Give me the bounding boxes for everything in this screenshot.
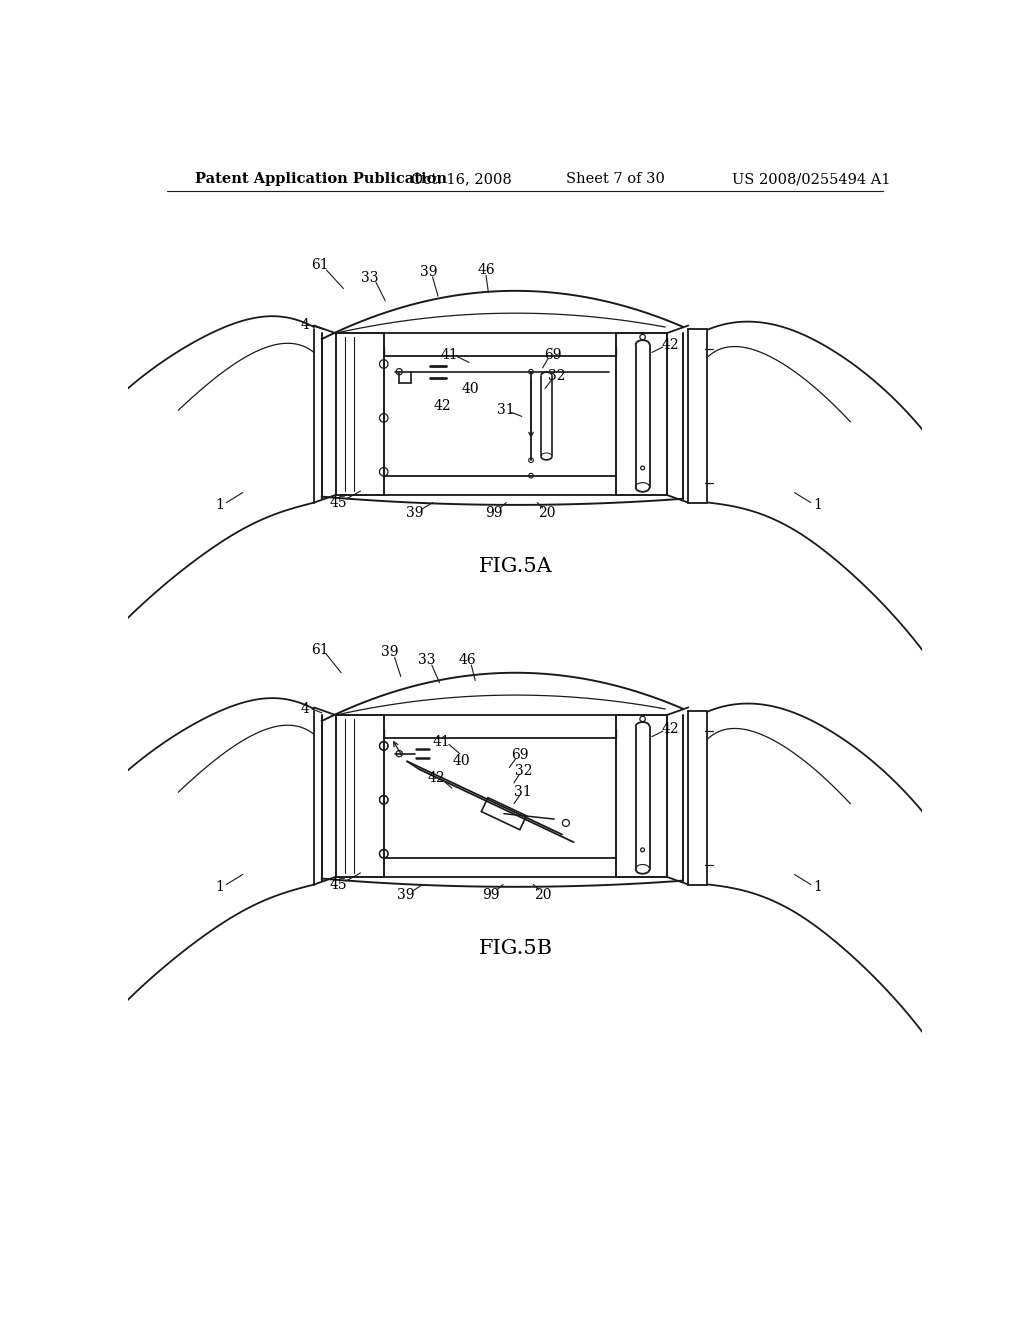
Text: 39: 39 xyxy=(381,645,398,659)
Text: 99: 99 xyxy=(482,887,500,902)
Text: 32: 32 xyxy=(514,763,532,777)
Text: 45: 45 xyxy=(330,495,347,510)
Text: Oct. 16, 2008: Oct. 16, 2008 xyxy=(411,172,512,186)
Text: 45: 45 xyxy=(330,878,347,891)
Text: 32: 32 xyxy=(548,368,565,383)
Text: 20: 20 xyxy=(538,506,555,520)
Text: 46: 46 xyxy=(459,652,476,667)
Text: 1: 1 xyxy=(813,880,822,894)
Text: 40: 40 xyxy=(462,381,479,396)
Text: Patent Application Publication: Patent Application Publication xyxy=(196,172,447,186)
Text: 33: 33 xyxy=(418,652,435,667)
Text: 61: 61 xyxy=(311,643,329,656)
Text: 42: 42 xyxy=(433,400,451,413)
Text: 69: 69 xyxy=(544,347,561,362)
Text: 39: 39 xyxy=(406,506,424,520)
Text: 46: 46 xyxy=(477,263,495,277)
Text: 69: 69 xyxy=(511,748,528,762)
Text: 4: 4 xyxy=(300,318,309,333)
Text: 4: 4 xyxy=(300,702,309,715)
Text: 39: 39 xyxy=(420,264,437,279)
Text: 42: 42 xyxy=(428,771,445,785)
Text: 20: 20 xyxy=(534,887,551,902)
Text: 31: 31 xyxy=(497,403,514,417)
Text: 41: 41 xyxy=(433,735,451,748)
Text: Sheet 7 of 30: Sheet 7 of 30 xyxy=(566,172,665,186)
Text: 42: 42 xyxy=(662,338,679,351)
Text: 40: 40 xyxy=(453,754,470,768)
Text: 42: 42 xyxy=(662,722,679,737)
Text: FIG.5A: FIG.5A xyxy=(478,557,552,576)
Text: 1: 1 xyxy=(813,498,822,512)
Text: 1: 1 xyxy=(215,498,224,512)
Text: 41: 41 xyxy=(440,347,459,362)
Text: US 2008/0255494 A1: US 2008/0255494 A1 xyxy=(732,172,891,186)
Text: 1: 1 xyxy=(215,880,224,894)
Text: 99: 99 xyxy=(485,506,503,520)
Text: 61: 61 xyxy=(311,259,329,272)
Text: 33: 33 xyxy=(361,271,379,285)
Text: 31: 31 xyxy=(514,785,532,799)
Text: FIG.5B: FIG.5B xyxy=(478,939,553,958)
Text: 39: 39 xyxy=(396,887,414,902)
